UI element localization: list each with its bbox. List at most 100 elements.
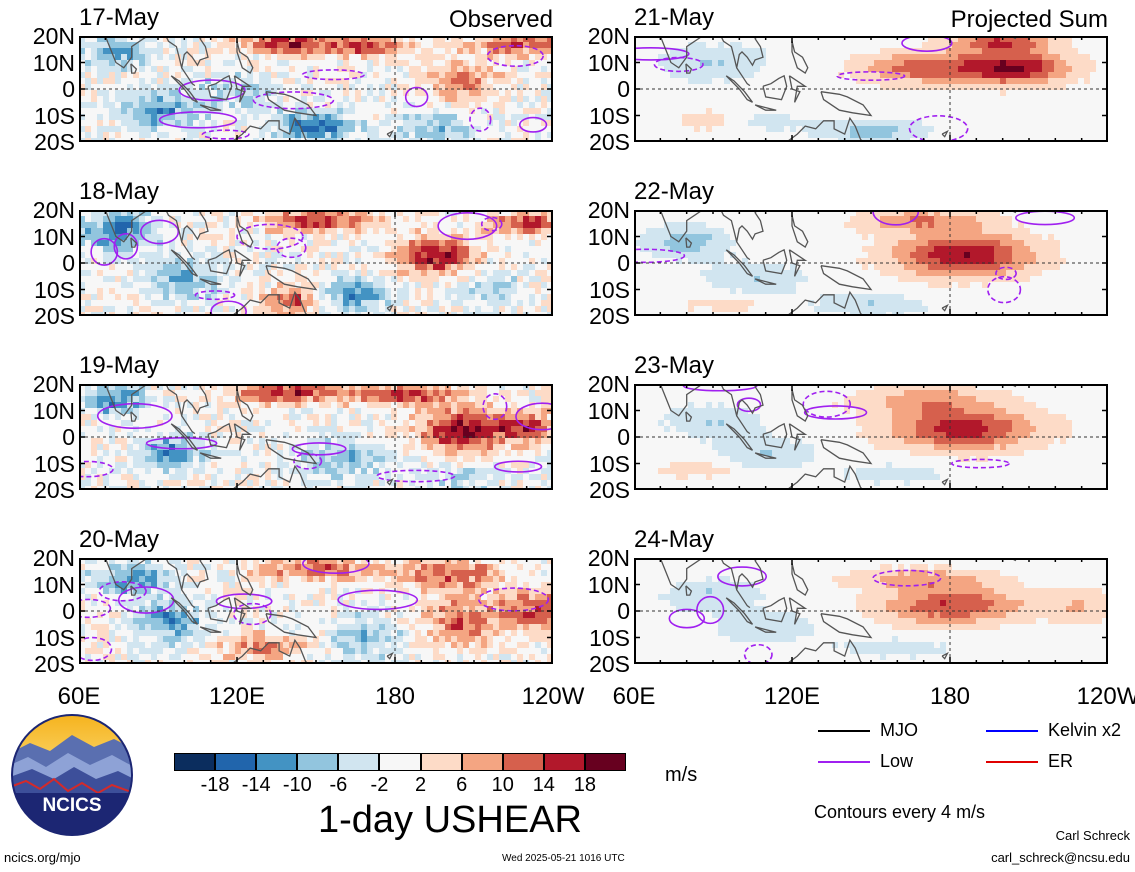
y-tick-label: 0: [62, 250, 75, 276]
y-tick-label: 10S: [589, 624, 630, 651]
colorbar-swatch: [502, 753, 544, 771]
map-panel-19-May: [79, 384, 553, 490]
y-tick-label: 20S: [34, 477, 75, 503]
y-tick-label: 10N: [32, 223, 75, 250]
y-tick-label: 20N: [587, 23, 630, 49]
x-tick-label: 120E: [763, 683, 821, 710]
colorbar-tick-label: -10: [282, 774, 312, 796]
x-tick-label: 180: [929, 683, 971, 710]
y-tick-label: 10S: [34, 450, 75, 477]
footer-author: Carl Schreck: [1055, 828, 1130, 843]
colorbar-tick-label: 6: [456, 774, 468, 796]
legend-label: MJO: [880, 720, 918, 740]
colorbar-swatch: [338, 753, 380, 771]
x-tick-label: 120E: [208, 683, 266, 710]
column-label: Observed: [448, 6, 553, 33]
x-tick-label: 60E: [612, 683, 656, 710]
legend-label: Low: [880, 751, 914, 771]
y-tick-label: 10N: [32, 49, 75, 76]
units-label: m/s: [665, 764, 698, 786]
y-tick-label: 10N: [587, 397, 630, 424]
colorbar-swatch: [256, 753, 298, 771]
footer-url[interactable]: ncics.org/mjo: [4, 850, 81, 865]
variable-title: 1-day USHEAR: [318, 799, 582, 841]
x-tick-label: 120W: [1076, 683, 1135, 710]
colorbar-tick-label: 14: [532, 774, 555, 796]
column-label: Projected Sum: [950, 6, 1108, 33]
map-panel-17-May: [79, 36, 553, 142]
y-tick-label: 20N: [587, 197, 630, 223]
panel-date: 21-May: [634, 4, 715, 31]
y-tick-label: 10N: [587, 223, 630, 250]
colorbar-tick-label: 18: [573, 774, 597, 796]
x-tick-label: 60E: [57, 683, 101, 710]
y-tick-label: 10N: [32, 571, 75, 598]
y-tick-label: 10S: [589, 450, 630, 477]
map-panel-24-May: [634, 558, 1108, 664]
y-tick-label: 20S: [589, 129, 630, 155]
colorbar-swatch: [584, 753, 626, 771]
y-tick-label: 20N: [32, 23, 75, 49]
panel-date: 23-May: [634, 352, 715, 379]
map-panel-21-May: [634, 36, 1108, 142]
y-tick-label: 0: [62, 76, 75, 102]
colorbar-tick-label: -14: [241, 774, 271, 796]
y-tick-label: 0: [617, 598, 630, 624]
y-tick-label: 0: [62, 598, 75, 624]
map-panel-18-May: [79, 210, 553, 316]
ncics-logo: NCICS: [11, 714, 133, 836]
footer-timestamp: Wed 2025-05-21 1016 UTC: [502, 853, 625, 864]
colorbar: [174, 753, 626, 771]
logo-text: NCICS: [42, 795, 101, 816]
legend-line: [986, 761, 1038, 763]
y-tick-label: 10S: [34, 276, 75, 303]
colorbar-tick-label: 2: [414, 774, 427, 796]
colorbar-swatch: [420, 753, 462, 771]
panel-date: 18-May: [79, 178, 160, 205]
y-tick-label: 20S: [34, 129, 75, 155]
y-tick-label: 20N: [32, 545, 75, 571]
legend-label: ER: [1048, 751, 1074, 771]
y-tick-label: 10S: [589, 102, 630, 129]
legend-line: [986, 730, 1038, 732]
colorbar-swatch: [379, 753, 421, 771]
map-panel-20-May: [79, 558, 553, 664]
y-tick-label: 20S: [589, 651, 630, 677]
panel-date: 24-May: [634, 526, 715, 553]
contour-note: Contours every 4 m/s: [814, 802, 986, 822]
x-tick-label: 120W: [521, 683, 585, 710]
legend-line: [818, 761, 870, 763]
colorbar-tick-label: 10: [491, 774, 514, 796]
y-tick-label: 20S: [589, 303, 630, 329]
colorbar-swatch: [174, 753, 216, 771]
panel-date: 20-May: [79, 526, 160, 553]
legend-label: Kelvin x2: [1048, 720, 1122, 740]
y-tick-label: 0: [62, 424, 75, 450]
y-tick-label: 0: [617, 76, 630, 102]
y-tick-label: 20N: [32, 197, 75, 223]
y-tick-label: 10N: [587, 49, 630, 76]
y-tick-label: 20N: [32, 371, 75, 397]
footer-email[interactable]: carl_schreck@ncsu.edu: [991, 850, 1130, 865]
y-tick-label: 10N: [587, 571, 630, 598]
y-tick-label: 20S: [34, 303, 75, 329]
panel-date: 22-May: [634, 178, 715, 205]
colorbar-swatch: [461, 753, 503, 771]
x-tick-label: 180: [374, 683, 416, 710]
y-tick-label: 10S: [34, 102, 75, 129]
colorbar-swatch: [297, 753, 339, 771]
map-panel-22-May: [634, 210, 1108, 316]
legend-line: [818, 730, 870, 732]
y-tick-label: 0: [617, 250, 630, 276]
y-tick-label: 0: [617, 424, 630, 450]
map-panel-23-May: [634, 384, 1108, 490]
y-tick-label: 10S: [34, 624, 75, 651]
y-tick-label: 20N: [587, 545, 630, 571]
colorbar-tick-label: -18: [200, 774, 230, 796]
colorbar-swatch: [543, 753, 585, 771]
y-tick-label: 20S: [34, 651, 75, 677]
y-tick-label: 20S: [589, 477, 630, 503]
y-tick-label: 10S: [589, 276, 630, 303]
y-tick-label: 20N: [587, 371, 630, 397]
y-tick-label: 10N: [32, 397, 75, 424]
